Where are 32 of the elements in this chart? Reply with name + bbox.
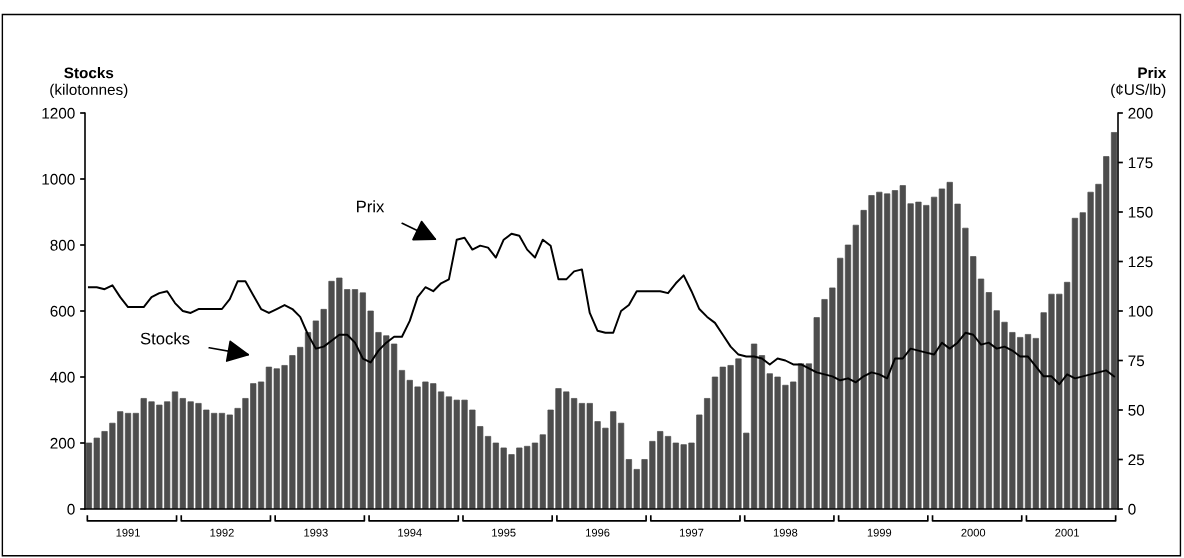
y2-axis-title: Prix (¢US/lb) [1111, 67, 1167, 99]
y2-tick-label: 50 [1128, 404, 1145, 416]
x-tick-label: 1992 [210, 528, 234, 537]
y-tick-label: 400 [50, 371, 75, 383]
x-tick-label: 1994 [398, 528, 422, 537]
y2-tick-label: 75 [1128, 355, 1145, 367]
y-tick-label: 600 [50, 305, 75, 317]
y-axis-title: Stocks (kilotonnes) [50, 67, 128, 99]
y-tick-label: 1200 [42, 107, 75, 119]
y2-tick-label: 150 [1128, 206, 1153, 218]
y2-tick-label: 125 [1128, 256, 1153, 268]
y-tick-label: 1000 [42, 173, 75, 185]
y-tick-label: 0 [67, 503, 75, 515]
x-tick-label: 1998 [773, 528, 798, 537]
y2-tick-label: 200 [1128, 107, 1153, 119]
x-tick-label: 1997 [679, 528, 704, 537]
x-tick-label: 1995 [492, 528, 516, 537]
x-tick-label: 2001 [1055, 528, 1079, 537]
x-tick-label: 1993 [304, 528, 328, 537]
x-tick-label: 1991 [116, 528, 140, 537]
x-tick-label: 2000 [961, 528, 986, 537]
y2-tick-label: 25 [1128, 454, 1145, 466]
line-series [87, 232, 1116, 386]
x-tick-label: 1996 [586, 528, 610, 537]
annotation: Stocks [140, 332, 190, 345]
y2-tick-label: 0 [1128, 503, 1136, 515]
y2-tick-label: 100 [1128, 305, 1153, 317]
annotation: Prix [357, 200, 385, 213]
y2-tick-label: 175 [1128, 157, 1153, 169]
y-tick-label: 800 [50, 239, 75, 251]
y-tick-label: 200 [50, 437, 75, 449]
x-tick-label: 1999 [867, 528, 892, 537]
